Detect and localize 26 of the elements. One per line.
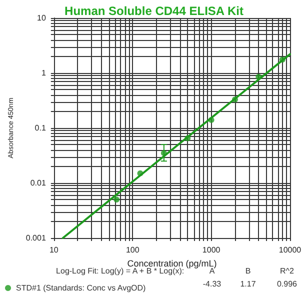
- y-tick-label: 10: [37, 14, 46, 22]
- point: [208, 116, 214, 123]
- y-tick-label: 0.001: [26, 234, 46, 242]
- point: [114, 196, 120, 203]
- point: [279, 56, 286, 63]
- text: -4.33: [202, 280, 222, 288]
- text: B: [245, 266, 251, 276]
- text: Log-Log Fit: Log(y) = A + B * Log(x):: [56, 266, 184, 276]
- point: [232, 96, 238, 102]
- x-tick-label: 100: [126, 246, 140, 254]
- y-tick-label: 0.01: [30, 178, 46, 188]
- point: [256, 74, 262, 80]
- chart-title: Human Soluble CD44 ELISA Kit: [64, 4, 244, 18]
- text: 0.996: [276, 280, 298, 288]
- text: A: [209, 266, 216, 276]
- legend-label: STD#1 (Standards: Conc vs AvgOD): [16, 284, 146, 292]
- y-tick-label: 0.1: [34, 124, 46, 132]
- text: 1.17: [240, 280, 256, 288]
- point: [184, 135, 191, 142]
- y-tick-label: 1: [41, 68, 46, 78]
- point: [137, 170, 144, 176]
- x-tick-label: 1000: [202, 246, 221, 254]
- x-tick-label: 10000: [278, 246, 302, 254]
- text: R^2: [280, 266, 295, 276]
- x-tick-label: 10: [49, 246, 59, 254]
- x-axis-title: Concentration (pg/mL): [127, 258, 217, 268]
